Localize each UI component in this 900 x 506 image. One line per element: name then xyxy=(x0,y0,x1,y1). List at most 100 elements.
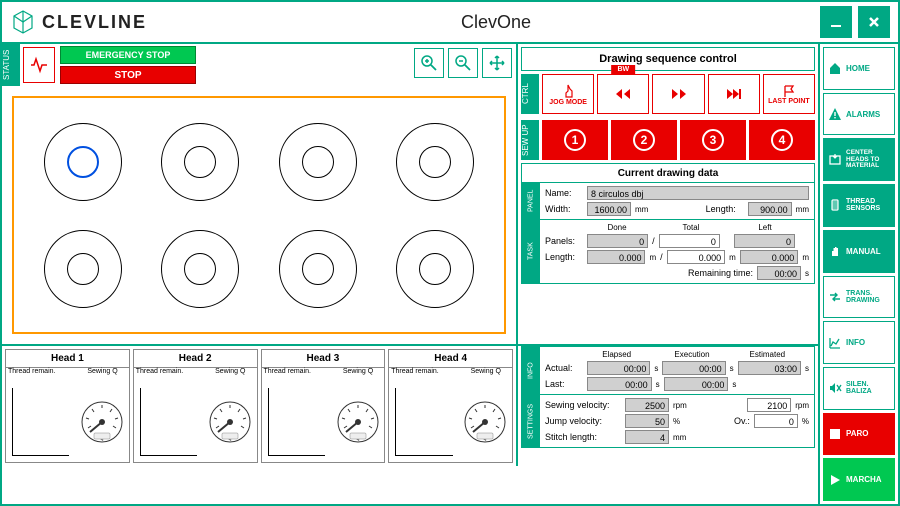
alarms-button[interactable]: ALARMS xyxy=(823,93,895,136)
zoom-in-button[interactable] xyxy=(414,48,444,78)
info-tab: INFO xyxy=(522,347,540,394)
actual-elapsed[interactable]: 00:00 xyxy=(587,361,650,375)
move-icon xyxy=(488,54,506,72)
length-field[interactable]: 900.00 xyxy=(748,202,792,216)
drawing-ring xyxy=(279,123,357,201)
actual-estimated[interactable]: 03:00 xyxy=(738,361,801,375)
center-icon xyxy=(827,152,843,168)
close-button[interactable] xyxy=(858,6,890,38)
logo-mark-icon xyxy=(10,9,36,35)
panels-done[interactable]: 0 xyxy=(587,234,648,248)
mute-icon xyxy=(827,380,843,396)
jog-icon xyxy=(560,83,576,99)
paro-button[interactable]: PARO xyxy=(823,413,895,456)
sewup-tab: SEW UP xyxy=(521,120,539,160)
rewind-button[interactable]: BW xyxy=(597,74,649,114)
transfer-icon xyxy=(827,289,843,305)
trans-drawing-button[interactable]: TRANS. DRAWING xyxy=(823,276,895,319)
skip-forward-button[interactable] xyxy=(708,74,760,114)
sewing-velocity-2[interactable]: 2100 xyxy=(747,398,791,412)
panels-total[interactable]: 0 xyxy=(659,234,720,248)
drawing-ring xyxy=(396,123,474,201)
drawing-ring xyxy=(396,230,474,308)
panels-left[interactable]: 0 xyxy=(734,234,795,248)
drawing-ring xyxy=(279,230,357,308)
minimize-button[interactable] xyxy=(820,6,852,38)
head-title: Head 4 xyxy=(389,350,512,368)
sewing-velocity[interactable]: 2500 xyxy=(625,398,669,412)
stitch-length[interactable]: 4 xyxy=(625,430,669,444)
sewing-gauge: Q xyxy=(459,382,512,462)
thread-graph xyxy=(134,382,203,462)
head-title: Head 1 xyxy=(6,350,129,368)
rewind-icon xyxy=(614,87,632,101)
head-box-4: Head 4 Thread remain.Sewing Q Q xyxy=(388,349,513,463)
length-left[interactable]: 0.000 xyxy=(740,250,798,264)
drawing-ring xyxy=(44,230,122,308)
center-heads-button[interactable]: CENTER HEADS TO MATERIAL xyxy=(823,138,895,181)
ov-field[interactable]: 0 xyxy=(754,414,798,428)
sewing-gauge: Q xyxy=(331,382,384,462)
last-elapsed[interactable]: 00:00 xyxy=(587,377,652,391)
sewing-gauge: Q xyxy=(203,382,256,462)
actual-execution[interactable]: 00:00 xyxy=(662,361,725,375)
skip-icon xyxy=(725,87,743,101)
name-label: Name: xyxy=(545,188,583,198)
alarm-icon xyxy=(827,106,843,122)
info-button[interactable]: INFO xyxy=(823,321,895,364)
brand-logo: CLEVLINE xyxy=(2,2,172,42)
last-execution[interactable]: 00:00 xyxy=(664,377,729,391)
head-title: Head 2 xyxy=(134,350,257,368)
zoom-out-button[interactable] xyxy=(448,48,478,78)
home-button[interactable]: HOME xyxy=(823,47,895,90)
thread-icon xyxy=(827,197,843,213)
bw-badge: BW xyxy=(611,65,635,74)
jog-mode-button[interactable]: JOG MODE xyxy=(542,74,594,114)
panel-tab: PANEL xyxy=(522,183,540,219)
last-point-button[interactable]: LAST POINT xyxy=(763,74,815,114)
head-title: Head 3 xyxy=(262,350,385,368)
length-total[interactable]: 0.000 xyxy=(667,250,725,264)
sew-head-button-4[interactable]: 4 xyxy=(749,120,815,160)
ctrl-tab: CTRL xyxy=(521,74,539,114)
remaining-time[interactable]: 00:00 xyxy=(757,266,801,280)
hand-icon xyxy=(827,243,843,259)
thread-graph xyxy=(389,382,458,462)
forward-button[interactable] xyxy=(652,74,704,114)
emergency-stop-button[interactable]: EMERGENCY STOP xyxy=(60,46,196,64)
manual-button[interactable]: MANUAL xyxy=(823,230,895,273)
chart-icon xyxy=(827,335,843,351)
name-field[interactable]: 8 circulos dbj xyxy=(587,186,809,200)
task-tab: TASK xyxy=(522,220,540,283)
status-indicator[interactable] xyxy=(23,47,55,83)
stop-icon xyxy=(827,426,843,442)
drawing-ring xyxy=(161,230,239,308)
page-title: ClevOne xyxy=(172,12,820,33)
length-label: Length: xyxy=(706,204,744,214)
jump-velocity[interactable]: 50 xyxy=(625,414,669,428)
status-tab: STATUS xyxy=(2,44,20,86)
zoom-in-icon xyxy=(420,54,438,72)
thread-graph xyxy=(262,382,331,462)
sew-head-button-2[interactable]: 2 xyxy=(611,120,677,160)
width-field[interactable]: 1600.00 xyxy=(587,202,631,216)
drawing-data-header: Current drawing data xyxy=(521,163,815,183)
pan-button[interactable] xyxy=(482,48,512,78)
length-done[interactable]: 0.000 xyxy=(587,250,645,264)
activity-icon xyxy=(30,56,48,74)
thread-sensors-button[interactable]: THREAD SENSORS xyxy=(823,184,895,227)
sew-head-button-3[interactable]: 3 xyxy=(680,120,746,160)
flag-icon xyxy=(782,84,796,98)
width-label: Width: xyxy=(545,204,583,214)
marcha-button[interactable]: MARCHA xyxy=(823,458,895,501)
drawing-canvas[interactable] xyxy=(2,86,516,344)
stop-button[interactable]: STOP xyxy=(60,66,196,84)
sew-head-button-1[interactable]: 1 xyxy=(542,120,608,160)
brand-name: CLEVLINE xyxy=(42,12,147,33)
silen-baliza-button[interactable]: SILEN. BALIZA xyxy=(823,367,895,410)
forward-icon xyxy=(670,87,688,101)
thread-graph xyxy=(6,382,75,462)
head-box-3: Head 3 Thread remain.Sewing Q Q xyxy=(261,349,386,463)
home-icon xyxy=(827,60,843,76)
play-icon xyxy=(827,472,843,488)
